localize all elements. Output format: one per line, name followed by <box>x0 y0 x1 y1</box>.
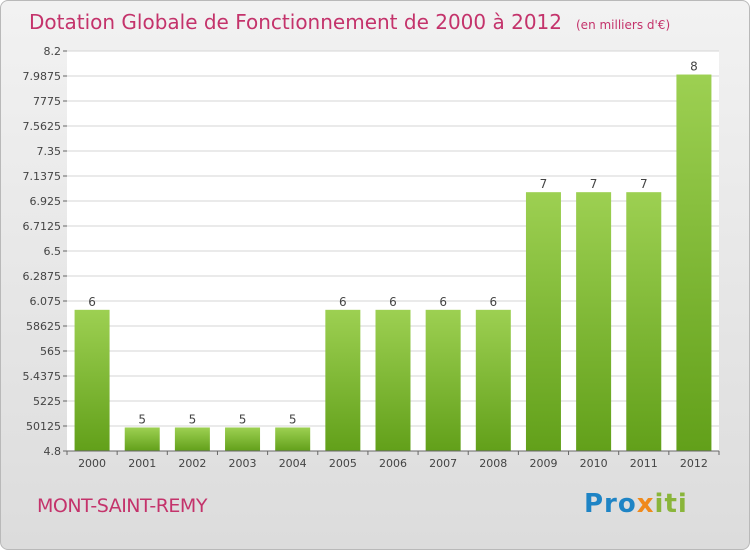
bar-value-label: 7 <box>640 177 648 191</box>
bar <box>676 74 712 451</box>
bar <box>525 192 561 452</box>
x-tick-label: 2000 <box>78 457 106 470</box>
bar-value-label: 5 <box>289 412 297 426</box>
chart-units: (en milliers d'€) <box>576 18 671 32</box>
x-tick-label: 2002 <box>178 457 206 470</box>
y-tick-label: 565 <box>40 345 61 358</box>
y-tick-label: 5225 <box>33 395 61 408</box>
y-tick-label: 7.1375 <box>23 170 62 183</box>
bar <box>576 192 612 452</box>
place-name: MONT-SAINT-REMY <box>37 495 207 517</box>
y-tick-label: 7.5625 <box>23 120 62 133</box>
bar-value-label: 5 <box>239 412 247 426</box>
y-tick-label: 50125 <box>26 420 61 433</box>
bar <box>124 427 160 451</box>
y-tick-label: 58625 <box>26 320 61 333</box>
x-tick-label: 2001 <box>128 457 156 470</box>
bar-value-label: 8 <box>690 60 698 74</box>
x-tick-label: 2007 <box>429 457 457 470</box>
proxiti-logo: Proxiti <box>584 489 688 519</box>
bar-value-label: 7 <box>590 177 598 191</box>
y-tick-label: 8.2 <box>44 45 62 58</box>
x-tick-label: 2005 <box>329 457 357 470</box>
y-tick-label: 4.8 <box>44 445 62 458</box>
y-tick-label: 7775 <box>33 95 61 108</box>
x-tick-label: 2011 <box>630 457 658 470</box>
y-tick-label: 6.5 <box>44 245 62 258</box>
x-tick-label: 2012 <box>680 457 708 470</box>
bar-value-label: 6 <box>439 295 447 309</box>
bar <box>375 309 411 451</box>
bar-value-label: 6 <box>88 295 96 309</box>
bar <box>174 427 210 451</box>
bar <box>475 309 511 451</box>
logo-part-2: x <box>636 489 655 519</box>
y-tick-label: 5.4375 <box>23 370 62 383</box>
bar <box>74 309 110 451</box>
y-tick-label: 6.925 <box>30 195 62 208</box>
bar <box>626 192 662 452</box>
bar <box>325 309 361 451</box>
logo-part-1: Pro <box>584 489 637 519</box>
x-tick-label: 2008 <box>479 457 507 470</box>
x-tick-label: 2006 <box>379 457 407 470</box>
y-tick-label: 6.2875 <box>23 270 62 283</box>
y-tick-label: 7.9875 <box>23 70 62 83</box>
x-tick-label: 2009 <box>529 457 557 470</box>
bar-value-label: 6 <box>339 295 347 309</box>
bar-value-label: 5 <box>138 412 146 426</box>
bar <box>425 309 461 451</box>
chart-title-text: Dotation Globale de Fonctionnement de 20… <box>29 10 562 34</box>
x-tick-label: 2003 <box>229 457 257 470</box>
chart-title: Dotation Globale de Fonctionnement de 20… <box>29 10 670 34</box>
bar <box>225 427 261 451</box>
y-tick-label: 7.35 <box>37 145 62 158</box>
y-tick-label: 6.7125 <box>23 220 62 233</box>
y-tick-label: 6.075 <box>30 295 62 308</box>
x-tick-label: 2010 <box>580 457 608 470</box>
bar <box>275 427 311 451</box>
bar-value-label: 5 <box>189 412 197 426</box>
logo-part-3: iti <box>654 489 688 519</box>
bar-value-label: 7 <box>540 177 548 191</box>
x-tick-label: 2004 <box>279 457 307 470</box>
bar-value-label: 6 <box>389 295 397 309</box>
bar-value-label: 6 <box>489 295 497 309</box>
